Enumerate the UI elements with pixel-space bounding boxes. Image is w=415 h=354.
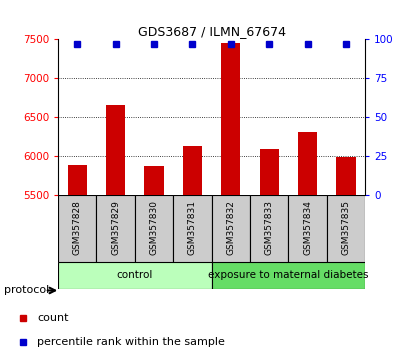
Text: control: control	[117, 270, 153, 280]
Text: GSM357830: GSM357830	[149, 200, 159, 255]
Bar	[327, 195, 365, 262]
Bar	[173, 195, 212, 262]
Bar	[144, 166, 164, 195]
Text: GSM357831: GSM357831	[188, 200, 197, 255]
Bar	[298, 132, 317, 195]
Bar	[68, 165, 87, 195]
Text: protocol: protocol	[4, 285, 49, 296]
Title: GDS3687 / ILMN_67674: GDS3687 / ILMN_67674	[138, 25, 286, 38]
Bar	[260, 149, 279, 195]
Bar	[212, 195, 250, 262]
Text: GSM357828: GSM357828	[73, 200, 82, 255]
Text: count: count	[37, 313, 69, 323]
Bar	[221, 43, 240, 195]
Text: GSM357829: GSM357829	[111, 200, 120, 255]
Bar	[212, 262, 365, 289]
Bar	[106, 105, 125, 195]
Text: exposure to maternal diabetes: exposure to maternal diabetes	[208, 270, 369, 280]
Text: GSM357832: GSM357832	[226, 200, 235, 255]
Bar	[337, 157, 356, 195]
Bar	[58, 195, 96, 262]
Bar	[183, 147, 202, 195]
Text: GSM357835: GSM357835	[342, 200, 351, 255]
Text: percentile rank within the sample: percentile rank within the sample	[37, 337, 225, 347]
Bar	[96, 195, 135, 262]
Text: GSM357834: GSM357834	[303, 200, 312, 255]
Bar	[135, 195, 173, 262]
Bar	[58, 262, 212, 289]
Text: GSM357833: GSM357833	[265, 200, 274, 255]
Bar	[250, 195, 288, 262]
Bar	[288, 195, 327, 262]
